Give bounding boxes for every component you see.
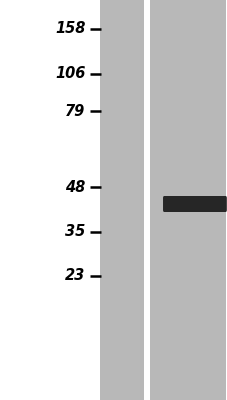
Bar bbox=[100, 0, 143, 400]
Text: 79: 79 bbox=[65, 104, 85, 119]
Text: 35: 35 bbox=[65, 224, 85, 240]
Text: 106: 106 bbox=[55, 66, 85, 82]
Text: 23: 23 bbox=[65, 268, 85, 284]
FancyBboxPatch shape bbox=[162, 196, 226, 212]
Text: 158: 158 bbox=[55, 21, 85, 36]
Bar bbox=[143, 0, 150, 400]
Bar bbox=[150, 0, 225, 400]
Text: 48: 48 bbox=[65, 180, 85, 195]
